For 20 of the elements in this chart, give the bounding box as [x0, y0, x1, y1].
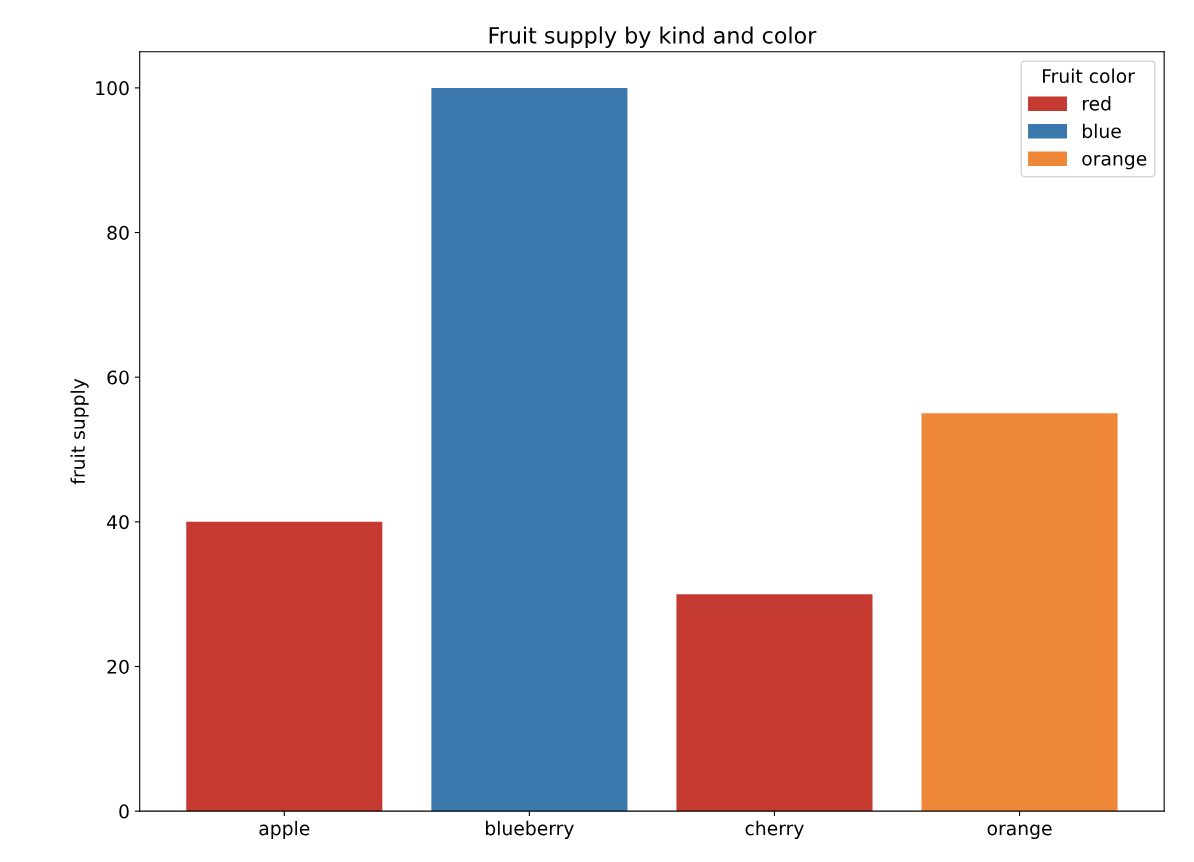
y-tick-label: 40 [107, 515, 129, 530]
bar [676, 594, 873, 812]
bar [921, 413, 1118, 812]
y-axis-title: fruit supply [70, 378, 89, 485]
y-tick-label: 80 [107, 225, 129, 240]
bar [186, 521, 383, 812]
y-tick-label: 0 [119, 804, 129, 819]
x-tick-label: apple [259, 820, 310, 840]
y-tick-label: 60 [107, 370, 129, 385]
legend-label: red [1082, 96, 1111, 111]
x-tick-label: cherry [745, 820, 804, 840]
bar [431, 87, 628, 812]
y-tick-label: 100 [96, 81, 129, 96]
legend-title: Fruit color [1043, 68, 1135, 84]
x-tick-label: blueberry [486, 820, 574, 840]
y-tick-label: 20 [107, 659, 129, 674]
x-tick-label: orange [987, 824, 1052, 840]
chart-title: Fruit supply by kind and color [489, 26, 817, 49]
legend-label: orange [1082, 154, 1147, 170]
legend-label: blue [1082, 123, 1121, 139]
